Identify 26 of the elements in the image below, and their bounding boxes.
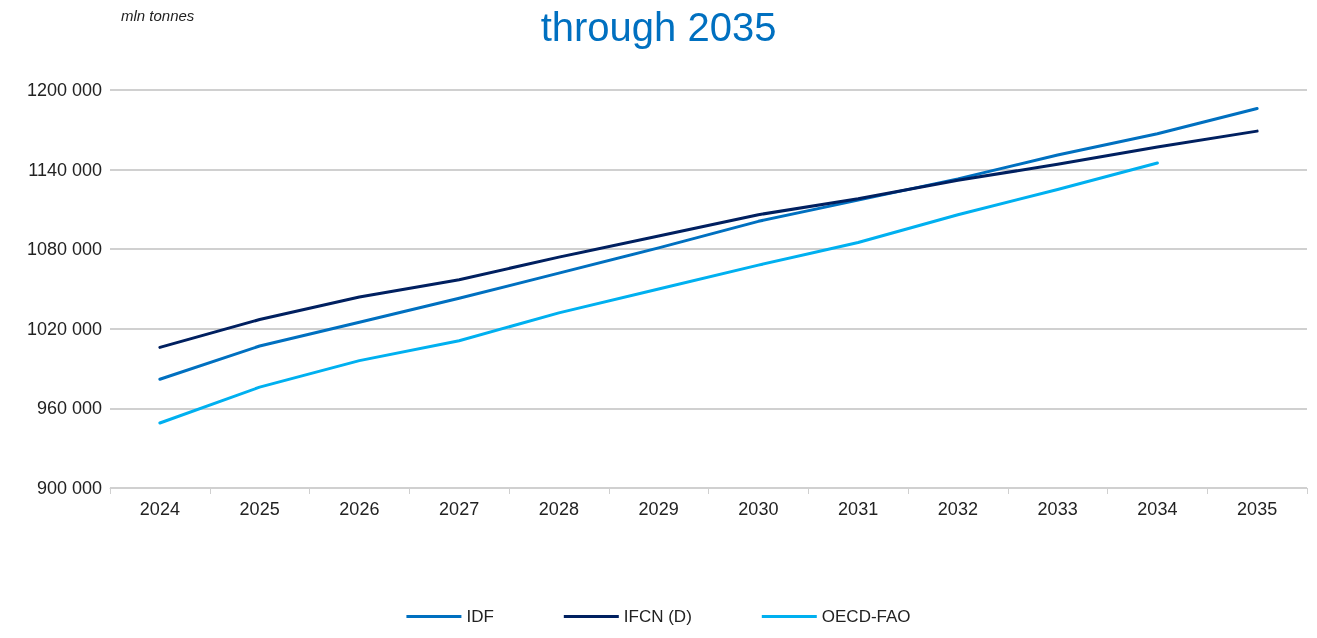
y-tick-label: 960 000	[36, 398, 102, 419]
y-tick-label: 1020 000	[26, 318, 102, 339]
x-tick-label: 2032	[937, 499, 978, 519]
y-tick-label: 1140 000	[28, 159, 102, 180]
x-tick-label: 2031	[838, 499, 879, 519]
x-tick-label: 2027	[439, 499, 480, 519]
x-tick-label: 2028	[538, 499, 579, 519]
x-tick-label: 2029	[638, 499, 679, 519]
legend-label: IDF	[466, 607, 494, 626]
chart-title: through 2035	[540, 5, 777, 49]
legend-label: IFCN (D)	[623, 607, 692, 626]
x-tick-label: 2025	[239, 499, 280, 519]
x-tick-label: 2035	[1237, 499, 1278, 519]
y-tick-label: 1080 000	[26, 239, 102, 260]
y-tick-label: 1200 000	[26, 80, 102, 100]
x-tick-label: 2024	[139, 499, 180, 519]
x-tick-label: 2030	[738, 499, 779, 519]
x-tick-label: 2034	[1137, 499, 1178, 519]
line-series	[158, 107, 1259, 381]
x-tick-label: 2026	[339, 499, 380, 519]
y-axis-title: mln tonnes	[121, 7, 195, 24]
line-series	[158, 129, 1259, 349]
x-tick-label: 2033	[1037, 499, 1078, 519]
y-tick-label: 900 000	[36, 478, 102, 498]
legend-label: OECD-FAO	[821, 607, 911, 626]
line-series	[158, 161, 1159, 425]
